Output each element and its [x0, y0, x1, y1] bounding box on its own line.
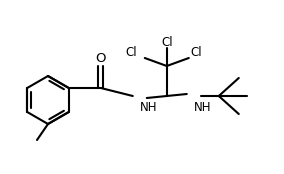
- Text: Cl: Cl: [191, 46, 202, 60]
- Text: O: O: [95, 53, 106, 65]
- Text: Cl: Cl: [161, 35, 173, 49]
- Text: NH: NH: [194, 101, 211, 114]
- Text: Cl: Cl: [125, 46, 137, 60]
- Text: NH: NH: [140, 101, 157, 114]
